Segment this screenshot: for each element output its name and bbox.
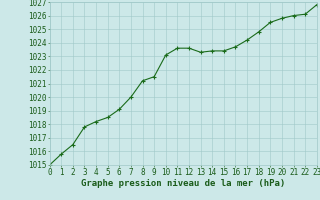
X-axis label: Graphe pression niveau de la mer (hPa): Graphe pression niveau de la mer (hPa) (81, 179, 285, 188)
